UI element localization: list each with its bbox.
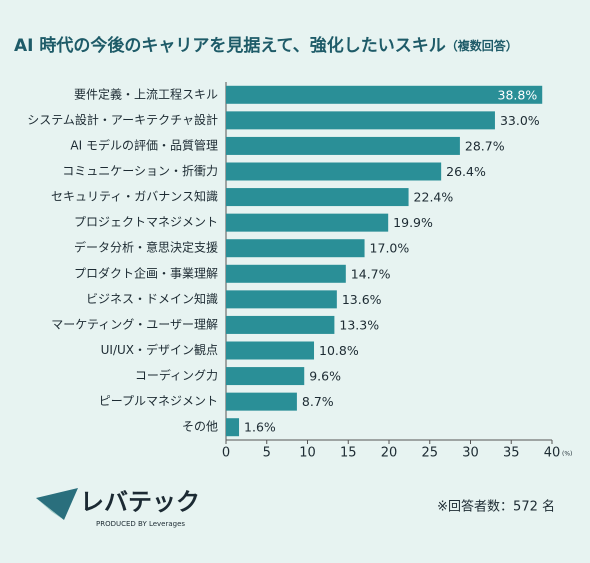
bar — [226, 136, 460, 155]
value-label: 13.3% — [339, 317, 379, 332]
value-label: 26.4% — [446, 164, 486, 179]
value-label: 8.7% — [302, 394, 334, 409]
category-label: 要件定義・上流工程スキル — [74, 86, 218, 101]
value-label: 17.0% — [370, 241, 410, 256]
x-tick-label: 30 — [462, 446, 479, 461]
bar — [226, 290, 337, 309]
x-tick-label: 0 — [222, 446, 230, 461]
value-label: 14.7% — [351, 266, 391, 281]
bar — [226, 264, 346, 283]
value-label: 33.0% — [500, 113, 540, 128]
bar — [226, 418, 240, 437]
category-label: コーディング力 — [135, 368, 218, 383]
bar — [226, 239, 365, 258]
x-tick-label: 20 — [381, 446, 398, 461]
value-label: 9.6% — [309, 369, 341, 384]
category-label: UI/UX・デザイン観点 — [101, 342, 218, 357]
bar — [226, 111, 495, 130]
category-label: ピープルマネジメント — [99, 394, 218, 408]
category-label: ビジネス・ドメイン知識 — [86, 292, 218, 306]
bar — [226, 85, 543, 104]
x-tick-label: 25 — [421, 446, 438, 461]
x-tick-label: 10 — [299, 446, 316, 461]
x-tick-label: 35 — [503, 446, 520, 461]
brand: レバテック — [80, 488, 200, 516]
bar — [226, 162, 442, 181]
bar — [226, 367, 305, 386]
category-label: マーケティング・ユーザー理解 — [51, 317, 218, 331]
value-label: 13.6% — [342, 292, 382, 307]
value-label: 10.8% — [319, 343, 359, 358]
logo-mark — [36, 498, 64, 520]
value-label: 28.7% — [465, 138, 505, 153]
value-label: 1.6% — [244, 420, 276, 435]
bar — [226, 213, 389, 232]
category-label: セキュリティ・ガバナンス知識 — [51, 190, 218, 204]
category-label: その他 — [182, 420, 218, 434]
note: ※回答者数：572 名 — [437, 499, 555, 515]
value-label: 19.9% — [393, 215, 433, 230]
logo-mark — [36, 488, 78, 520]
subtitle: （複数回答） — [446, 38, 518, 53]
bar — [226, 315, 335, 334]
value-label: 22.4% — [414, 190, 454, 205]
category-label: コミュニケーション・折衝力 — [62, 163, 218, 178]
value-label: 38.8% — [498, 87, 538, 102]
category-label: AI モデルの評価・品質管理 — [70, 137, 218, 152]
x-tick-label: 15 — [340, 446, 357, 461]
category-label: プロジェクトマネジメント — [74, 215, 218, 229]
x-tick-label: 40 — [544, 446, 561, 461]
logo: レバテック PRODUCED BY Leverages — [36, 488, 200, 528]
x-unit: (%) — [562, 451, 572, 458]
bar — [226, 341, 315, 360]
category-label: プロダクト企画・事業理解 — [74, 265, 218, 280]
x-tick-label: 5 — [263, 446, 271, 461]
category-label: システム設計・アーキテクチャ設計 — [27, 112, 218, 127]
category-label: データ分析・意思決定支援 — [74, 240, 218, 255]
title: AI 時代の今後のキャリアを見据えて、強化したいスキル — [14, 35, 446, 56]
bar — [226, 392, 297, 411]
bar — [226, 188, 409, 207]
chart-title: AI 時代の今後のキャリアを見据えて、強化したいスキル（複数回答） — [14, 35, 518, 56]
brand-tagline: PRODUCED BY Leverages — [96, 520, 185, 528]
